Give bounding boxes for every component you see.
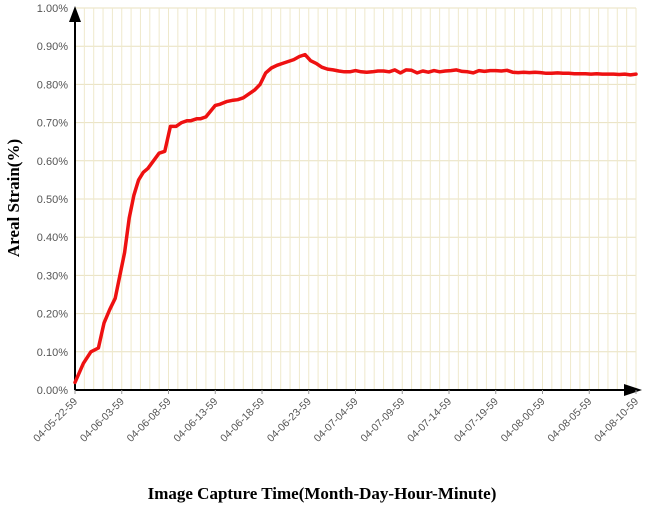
y-tick-label: 0.30% <box>37 270 68 282</box>
x-tick-label: 04-06-08-59 <box>125 396 174 445</box>
grid-lines <box>75 7 637 390</box>
y-axis-ticks: 0.00% 0.10% 0.20% 0.30% 0.40% 0.50% 0.60% 0.70%… <box>37 3 68 397</box>
x-tick-label: 04-06-03-59 <box>78 396 127 445</box>
y-tick-label: 0.40% <box>37 232 68 244</box>
x-tick-label: 04-08-05-59 <box>545 396 594 445</box>
x-tick-label: 04-07-19-59 <box>452 396 501 445</box>
x-tick-label: 04-08-10-59 <box>592 396 641 445</box>
x-tick-label: 04-06-18-59 <box>218 396 267 445</box>
areal-strain-series-line <box>73 52 638 385</box>
x-axis-ticks: 04-05-22-5904-06-03-5904-06-08-5904-06-1… <box>31 390 641 445</box>
x-tick-label: 04-07-14-59 <box>405 396 454 445</box>
y-tick-label: 0.80% <box>37 79 68 91</box>
x-axis-arrow <box>624 384 642 396</box>
y-tick-label: 0.00% <box>37 385 68 397</box>
y-tick-label: 0.50% <box>37 194 68 206</box>
x-tick-label: 04-05-22-59 <box>31 396 80 445</box>
y-axis-arrow <box>69 6 81 22</box>
x-tick-label: 04-07-09-59 <box>358 396 407 445</box>
x-tick-label: 04-08-00-59 <box>499 396 548 445</box>
y-tick-label: 0.20% <box>37 309 68 321</box>
x-axis-label: Image Capture Time(Month-Day-Hour-Minute… <box>148 484 497 503</box>
y-tick-label: 0.70% <box>37 118 68 130</box>
x-tick-label: 04-06-23-59 <box>265 396 314 445</box>
y-tick-label: 0.60% <box>37 156 68 168</box>
y-tick-label: 0.10% <box>37 347 68 359</box>
x-tick-label: 04-06-13-59 <box>171 396 220 445</box>
y-tick-label: 0.90% <box>37 41 68 53</box>
x-tick-label: 04-07-04-59 <box>312 396 361 445</box>
y-tick-label: 1.00% <box>37 3 68 15</box>
series-layer <box>73 52 638 385</box>
y-axis-label: Areal Strain(%) <box>4 139 23 257</box>
